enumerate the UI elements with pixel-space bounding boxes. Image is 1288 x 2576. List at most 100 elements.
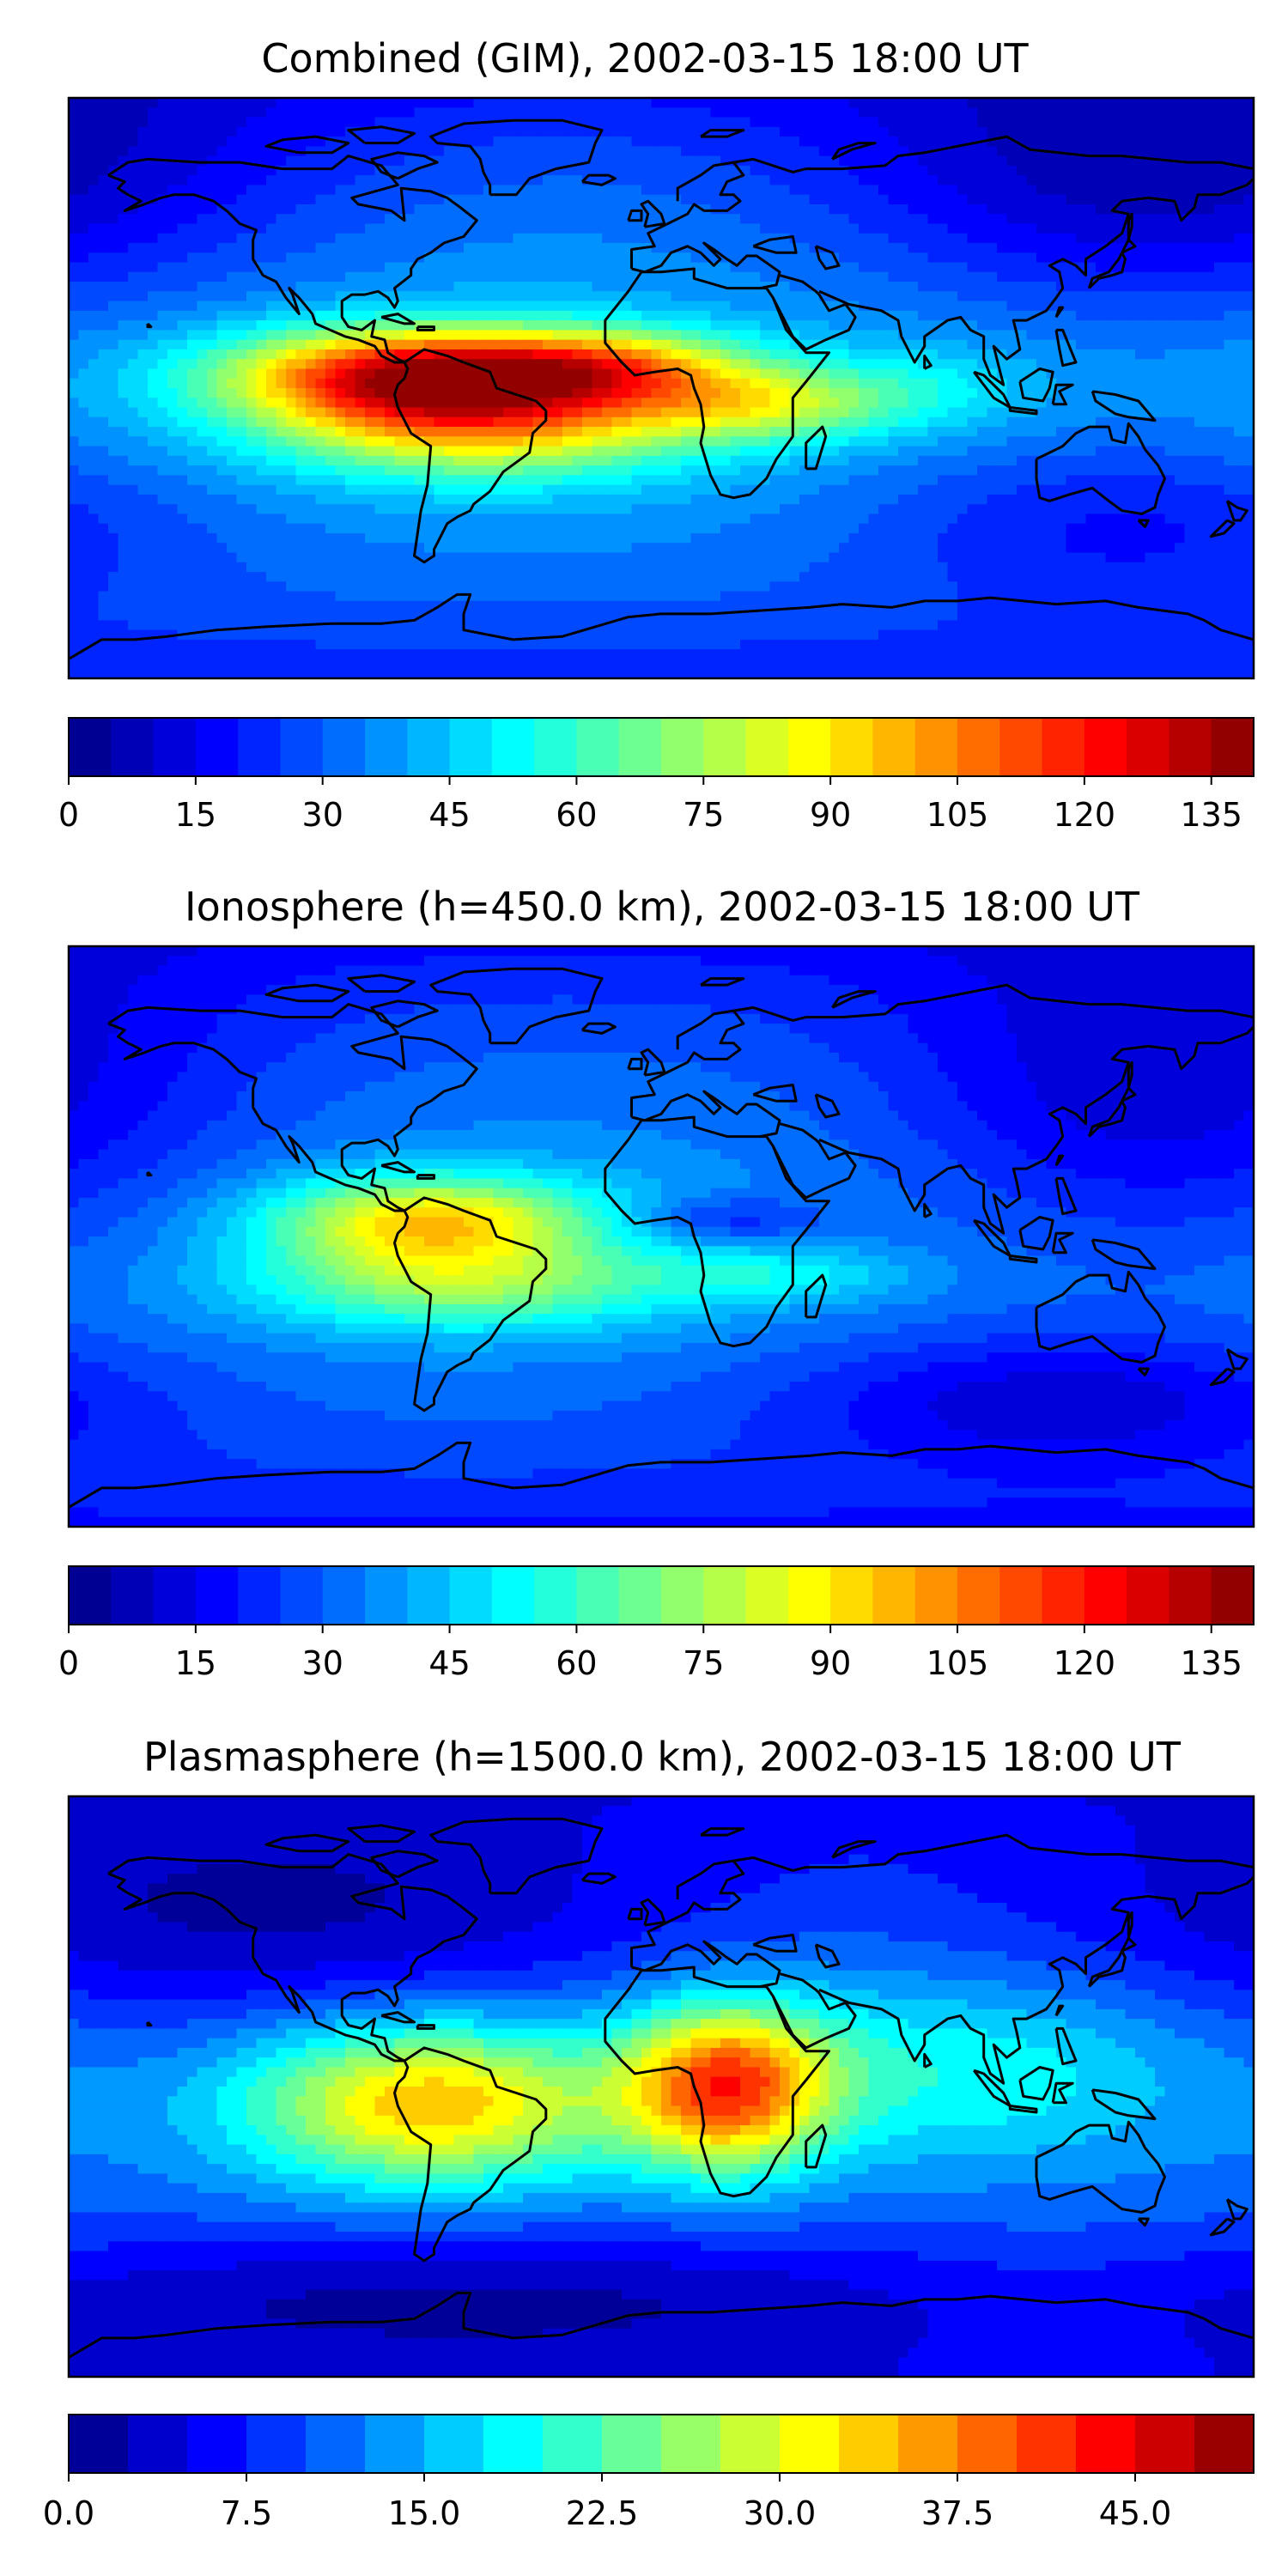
field-cell (532, 126, 544, 137)
field-cell (157, 407, 168, 418)
field-cell (602, 271, 613, 283)
field-cell (374, 146, 386, 157)
field-cell (789, 301, 800, 312)
field-cell (98, 301, 109, 312)
field-cell (108, 330, 119, 341)
field-cell (957, 446, 969, 457)
field-cell (562, 252, 574, 264)
field-cell (1056, 194, 1067, 205)
field-cell (434, 301, 445, 312)
field-cell (1145, 398, 1156, 409)
field-cell (1115, 194, 1127, 205)
field-cell (414, 117, 425, 128)
field-cell (493, 436, 504, 447)
field-cell (780, 349, 791, 360)
field-cell (543, 349, 554, 360)
field-cell (118, 494, 129, 505)
field-cell (1006, 465, 1018, 476)
field-cell (927, 407, 939, 418)
field-cell (128, 271, 139, 283)
field-cell (1056, 436, 1067, 447)
field-cell (78, 282, 89, 292)
field-cell (453, 349, 465, 360)
field-cell (1234, 330, 1245, 341)
field-cell (839, 155, 850, 167)
field-cell (128, 339, 139, 350)
field-cell (414, 233, 425, 244)
field-cell (207, 175, 218, 185)
field-cell (266, 398, 277, 409)
field-cell (216, 223, 228, 234)
field-cell (938, 185, 949, 196)
field-cell (809, 233, 820, 244)
field-cell (641, 427, 653, 437)
field-cell (543, 291, 554, 302)
field-cell (394, 107, 405, 118)
field-cell (789, 291, 800, 302)
field-cell (611, 271, 623, 283)
field-cell (295, 233, 307, 244)
field-cell (532, 339, 544, 350)
field-cell (118, 436, 129, 447)
field-cell (1125, 282, 1136, 292)
field-cell (592, 398, 603, 409)
field-cell (197, 494, 208, 505)
field-cell (503, 475, 514, 486)
field-cell (1175, 204, 1186, 215)
field-cell (453, 427, 465, 437)
field-cell (1243, 465, 1254, 476)
field-cell (78, 475, 89, 486)
field-cell (927, 291, 939, 302)
field-cell (809, 175, 820, 185)
field-cell (374, 388, 386, 398)
field-cell (780, 262, 791, 273)
field-cell (345, 398, 356, 409)
field-cell (108, 359, 119, 370)
field-cell (1105, 204, 1116, 215)
field-cell (385, 98, 396, 108)
field-cell (493, 446, 504, 457)
field-cell (1155, 214, 1166, 225)
field-cell (98, 252, 109, 264)
field-cell (1026, 155, 1037, 167)
field-cell (374, 117, 386, 128)
field-cell (997, 117, 1008, 128)
field-cell (543, 475, 554, 486)
field-cell (523, 465, 534, 476)
field-cell (503, 98, 514, 108)
field-cell (1145, 359, 1156, 370)
field-cell (1056, 223, 1067, 234)
field-cell (1125, 165, 1136, 176)
field-cell (1184, 349, 1195, 360)
field-cell (286, 388, 297, 398)
field-cell (987, 214, 998, 225)
field-cell (878, 175, 890, 185)
field-cell (1115, 214, 1127, 225)
field-cell (374, 223, 386, 234)
field-cell (197, 204, 208, 215)
field-cell (1175, 310, 1186, 321)
field-cell (424, 282, 435, 292)
field-cell (167, 214, 179, 225)
field-cell (1125, 398, 1136, 409)
field-cell (1214, 378, 1225, 389)
field-cell (444, 165, 455, 176)
field-cell (552, 301, 563, 312)
field-cell (760, 330, 771, 341)
field-cell (374, 175, 386, 185)
field-cell (513, 330, 524, 341)
field-cell (1026, 359, 1037, 370)
field-cell (720, 155, 732, 167)
field-cell (1175, 455, 1186, 466)
field-cell (1164, 455, 1176, 466)
field-cell (385, 194, 396, 205)
field-cell (690, 107, 702, 118)
field-cell (938, 349, 949, 360)
field-cell (1125, 126, 1136, 137)
field-cell (197, 349, 208, 360)
field-cell (473, 349, 484, 360)
field-cell (848, 407, 860, 418)
field-cell (453, 282, 465, 292)
field-cell (1155, 223, 1166, 234)
field-cell (118, 455, 129, 466)
